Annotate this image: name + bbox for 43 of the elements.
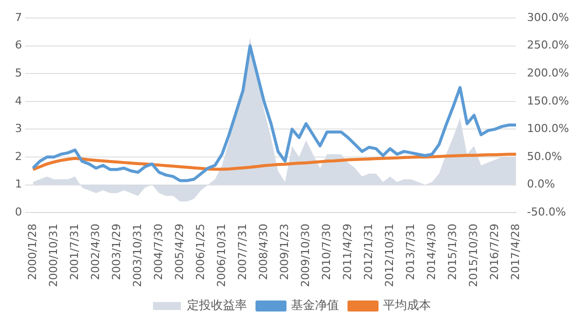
x-tick-label: 2000/1/28 [26, 224, 39, 280]
y-tick-label: 5 [15, 66, 22, 80]
x-tick-label: 2006/1/25 [194, 224, 207, 280]
y2-tick-label: 100.0% [527, 122, 570, 136]
y-tick-label: 6 [15, 38, 22, 52]
x-tick-label: 2001/7/31 [68, 224, 81, 280]
y2-tick-label: 50.0% [527, 150, 562, 163]
y2-tick-label: 0.0% [527, 178, 556, 191]
y-tick-label: 1 [15, 178, 22, 191]
x-tick-label: 2000/10/31 [46, 224, 60, 288]
x-tick-label: 2007/7/31 [236, 224, 249, 280]
y-tick-label: 0 [15, 205, 22, 218]
y-tick-label: 3 [15, 122, 22, 136]
x-tick-label: 2016/7/29 [488, 224, 501, 280]
y2-tick-label: 200.0% [527, 66, 570, 80]
y2-tick-label: 150.0% [527, 94, 570, 108]
x-tick-label: 2005/4/29 [172, 224, 186, 280]
x-tick-label: 2012/1/31 [362, 224, 375, 280]
legend-label: 定投收益率 [187, 298, 247, 312]
legend-label: 基金净值 [291, 298, 339, 312]
x-tick-label: 2009/1/23 [278, 224, 291, 280]
x-tick-label: 2008/4/30 [256, 224, 270, 280]
y-tick-label: 4 [15, 94, 22, 108]
x-tick-label: 2004/7/30 [152, 224, 165, 280]
x-tick-label: 2015/10/30 [466, 224, 480, 288]
x-tick-label: 2017/4/28 [508, 224, 522, 280]
x-tick-label: 2014/4/30 [424, 224, 438, 280]
legend-label: 平均成本 [383, 298, 431, 312]
x-tick-label: 2012/10/31 [382, 224, 396, 288]
x-tick-label: 2015/1/30 [446, 224, 459, 280]
x-tick-label: 2013/7/31 [404, 224, 417, 280]
x-tick-label: 2006/10/31 [214, 224, 228, 288]
x-tick-label: 2010/7/30 [320, 224, 333, 280]
y2-tick-label: 250.0% [527, 38, 570, 52]
y-tick-label: 2 [15, 150, 22, 163]
x-tick-label: 2002/4/30 [88, 224, 102, 280]
x-tick-label: 2003/10/31 [130, 224, 144, 288]
x-tick-label: 2003/1/29 [110, 224, 123, 280]
y2-tick-label: -50.0% [527, 205, 566, 218]
y2-tick-label: 300.0% [527, 10, 570, 24]
x-tick-label: 2011/4/29 [340, 224, 354, 280]
y-tick-label: 7 [15, 10, 22, 24]
x-tick-label: 2009/10/30 [298, 224, 312, 288]
